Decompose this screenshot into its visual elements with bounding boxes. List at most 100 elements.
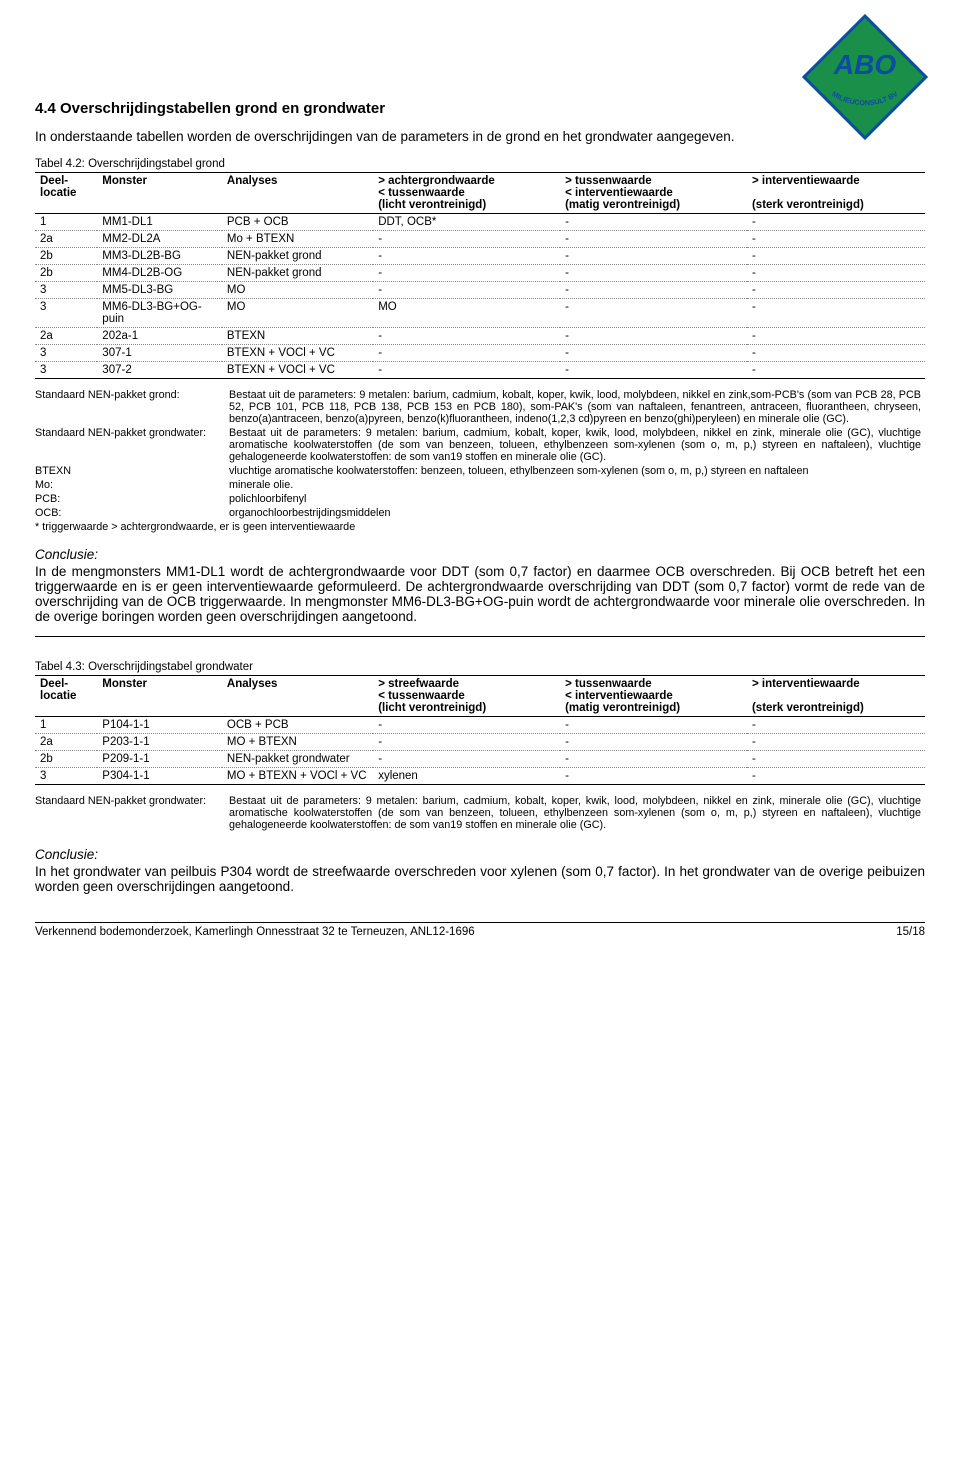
table-row: 2aMM2-DL2AMo + BTEXN--- bbox=[35, 231, 925, 248]
company-logo: ABO MILIEUCONSULT BV bbox=[800, 12, 930, 142]
table-grondwater: Deel-locatieMonsterAnalyses> streefwaard… bbox=[35, 675, 925, 785]
table-cell: - bbox=[560, 299, 747, 328]
table-cell: - bbox=[560, 751, 747, 768]
logo-top-text: ABO bbox=[833, 49, 896, 80]
definitions-1: Standaard NEN-pakket grond:Bestaat uit d… bbox=[35, 389, 925, 533]
table-cell: 307-1 bbox=[97, 345, 222, 362]
table-cell: MM5-DL3-BG bbox=[97, 282, 222, 299]
table-row: 2aP203-1-1MO + BTEXN--- bbox=[35, 734, 925, 751]
definition-text: Bestaat uit de parameters: 9 metalen: ba… bbox=[229, 389, 925, 427]
table-cell: 3 bbox=[35, 768, 97, 785]
table-cell: 2a bbox=[35, 734, 97, 751]
table-cell: - bbox=[747, 362, 925, 379]
table-cell: - bbox=[560, 248, 747, 265]
table-row: 2bMM4-DL2B-OGNEN-pakket grond--- bbox=[35, 265, 925, 282]
table-cell: - bbox=[373, 231, 560, 248]
definition-text: minerale olie. bbox=[229, 479, 925, 493]
table-cell: MM3-DL2B-BG bbox=[97, 248, 222, 265]
definition-term: Standaard NEN-pakket grondwater: bbox=[35, 427, 229, 465]
table-row: 3MM6-DL3-BG+OG-puinMOMO-- bbox=[35, 299, 925, 328]
table-cell: 1 bbox=[35, 214, 97, 231]
table-header: > achtergrondwaarde< tussenwaarde(licht … bbox=[373, 173, 560, 214]
table-cell: P209-1-1 bbox=[97, 751, 222, 768]
table-header: Analyses bbox=[222, 676, 373, 717]
table-cell: - bbox=[747, 248, 925, 265]
table-header: Monster bbox=[97, 676, 222, 717]
table-cell: P203-1-1 bbox=[97, 734, 222, 751]
table-cell: MO + BTEXN bbox=[222, 734, 373, 751]
table-cell: - bbox=[747, 717, 925, 734]
table-header: Deel-locatie bbox=[35, 676, 97, 717]
table-cell: - bbox=[560, 768, 747, 785]
table-cell: - bbox=[560, 231, 747, 248]
table-cell: 2a bbox=[35, 231, 97, 248]
table-cell: - bbox=[747, 751, 925, 768]
table-cell: - bbox=[373, 282, 560, 299]
table-row: 1MM1-DL1PCB + OCBDDT, OCB*-- bbox=[35, 214, 925, 231]
table-cell: - bbox=[560, 214, 747, 231]
table-cell: 2a bbox=[35, 328, 97, 345]
table-cell: - bbox=[747, 734, 925, 751]
definition-term: Mo: bbox=[35, 479, 229, 493]
table-cell: 3 bbox=[35, 299, 97, 328]
table-cell: 307-2 bbox=[97, 362, 222, 379]
table-cell: DDT, OCB* bbox=[373, 214, 560, 231]
table-row: 2a202a-1BTEXN--- bbox=[35, 328, 925, 345]
table-cell: - bbox=[560, 734, 747, 751]
table-cell: BTEXN + VOCl + VC bbox=[222, 362, 373, 379]
table-header: > tussenwaarde< interventiewaarde(matig … bbox=[560, 173, 747, 214]
table-cell: - bbox=[373, 734, 560, 751]
table-header: Deel-locatie bbox=[35, 173, 97, 214]
table-cell: - bbox=[373, 362, 560, 379]
table-cell: - bbox=[747, 214, 925, 231]
table-cell: 2b bbox=[35, 248, 97, 265]
definition-term: PCB: bbox=[35, 493, 229, 507]
table-cell: - bbox=[373, 265, 560, 282]
table-cell: - bbox=[373, 345, 560, 362]
table-cell: BTEXN bbox=[222, 328, 373, 345]
table-cell: - bbox=[747, 282, 925, 299]
table-cell: - bbox=[560, 362, 747, 379]
table-cell: xylenen bbox=[373, 768, 560, 785]
footer-left: Verkennend bodemonderzoek, Kamerlingh On… bbox=[35, 926, 475, 938]
definition-term: Standaard NEN-pakket grond: bbox=[35, 389, 229, 427]
table-cell: PCB + OCB bbox=[222, 214, 373, 231]
table-cell: - bbox=[747, 265, 925, 282]
table-cell: 3 bbox=[35, 282, 97, 299]
table-cell: - bbox=[373, 717, 560, 734]
table-cell: 1 bbox=[35, 717, 97, 734]
table-cell: MO + BTEXN + VOCl + VC bbox=[222, 768, 373, 785]
table-grond: Deel-locatieMonsterAnalyses> achtergrond… bbox=[35, 172, 925, 379]
table-cell: Mo + BTEXN bbox=[222, 231, 373, 248]
table-cell: - bbox=[747, 299, 925, 328]
definition-text: vluchtige aromatische koolwaterstoffen: … bbox=[229, 465, 925, 479]
table-cell: 2b bbox=[35, 751, 97, 768]
table-cell: MM2-DL2A bbox=[97, 231, 222, 248]
table-cell: OCB + PCB bbox=[222, 717, 373, 734]
table-row: 3307-2BTEXN + VOCl + VC--- bbox=[35, 362, 925, 379]
table-cell: MM4-DL2B-OG bbox=[97, 265, 222, 282]
table-cell: NEN-pakket grondwater bbox=[222, 751, 373, 768]
table-cell: - bbox=[747, 345, 925, 362]
table-row: 3MM5-DL3-BGMO--- bbox=[35, 282, 925, 299]
table-row: 1P104-1-1OCB + PCB--- bbox=[35, 717, 925, 734]
footer-right: 15/18 bbox=[896, 926, 925, 938]
table-header: > interventiewaarde(sterk verontreinigd) bbox=[747, 173, 925, 214]
definition-text: Bestaat uit de parameters: 9 metalen: ba… bbox=[229, 795, 925, 833]
table-row: 3307-1BTEXN + VOCl + VC--- bbox=[35, 345, 925, 362]
table-cell: - bbox=[747, 231, 925, 248]
definition-term: OCB: bbox=[35, 507, 229, 521]
table-cell: BTEXN + VOCl + VC bbox=[222, 345, 373, 362]
table-cell: - bbox=[560, 265, 747, 282]
definition-text: Bestaat uit de parameters: 9 metalen: ba… bbox=[229, 427, 925, 465]
table-cell: - bbox=[373, 328, 560, 345]
table-cell: - bbox=[560, 345, 747, 362]
table-header: Analyses bbox=[222, 173, 373, 214]
table-header: > interventiewaarde(sterk verontreinigd) bbox=[747, 676, 925, 717]
table-cell: - bbox=[560, 717, 747, 734]
table-cell: - bbox=[560, 328, 747, 345]
defs1-footnote: * triggerwaarde > achtergrondwaarde, er … bbox=[35, 521, 925, 533]
table-cell: MM6-DL3-BG+OG-puin bbox=[97, 299, 222, 328]
page-footer: Verkennend bodemonderzoek, Kamerlingh On… bbox=[35, 922, 925, 938]
conclusion2-text: In het grondwater van peilbuis P304 word… bbox=[35, 864, 925, 894]
